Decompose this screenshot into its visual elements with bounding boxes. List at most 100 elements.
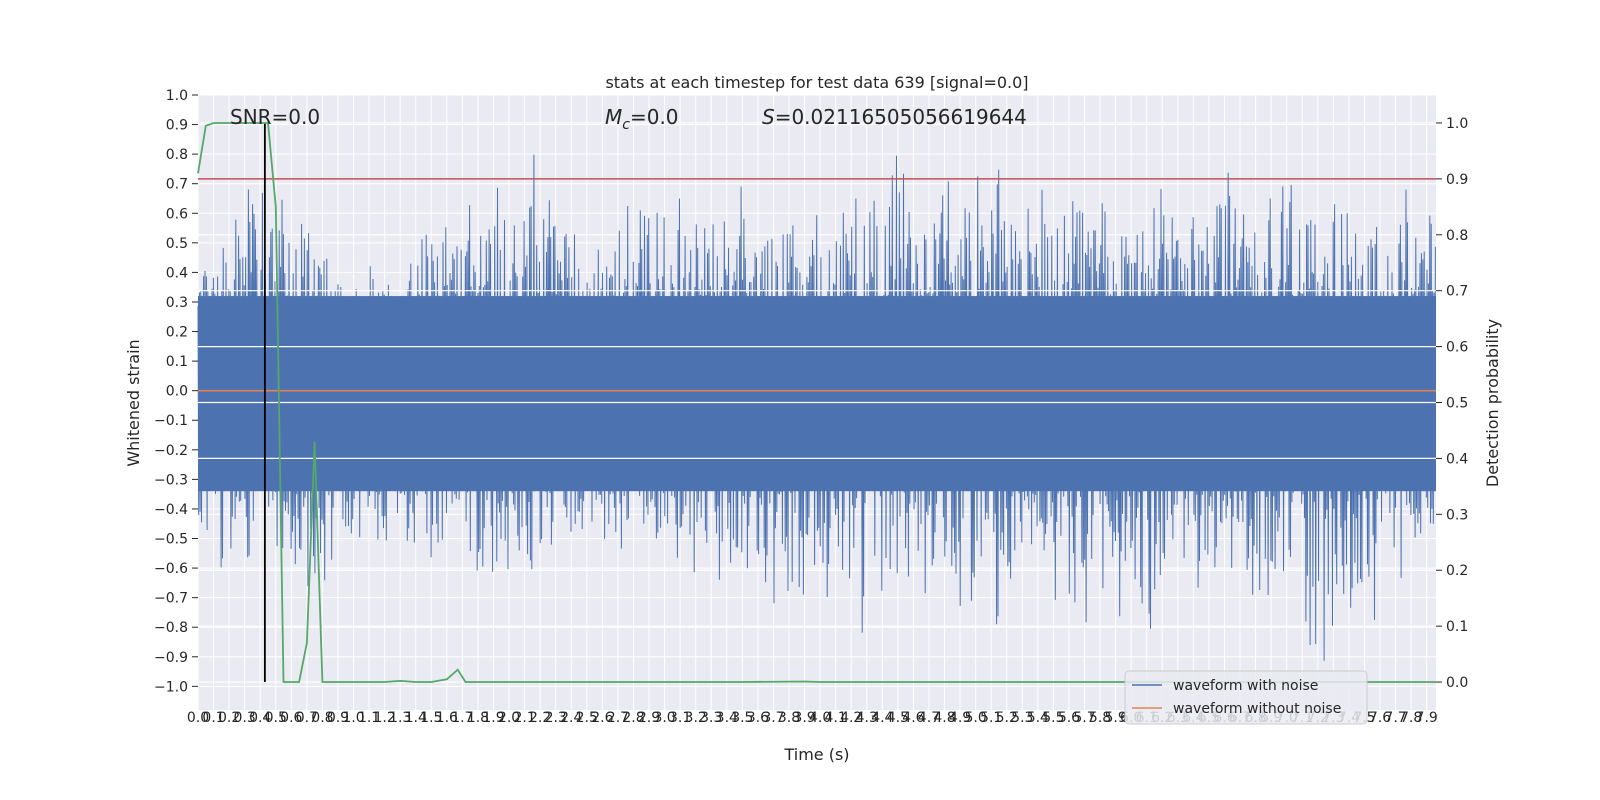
x-tick-label: 1.3 [389, 710, 411, 726]
x-tick-label: 4.3 [856, 710, 878, 726]
x-tick-label: 0.9 [327, 710, 349, 726]
x-tick-label: 4.4 [871, 710, 893, 726]
s-symbol: S [762, 105, 775, 129]
y-tick-label: 0.2 [166, 325, 188, 341]
x-tick-label: 4.6 [902, 710, 924, 726]
y-tick-label: 0.4 [166, 265, 188, 281]
x-tick-label: 4.1 [825, 710, 847, 726]
x-tick-label: 0.2 [218, 710, 240, 726]
x-tick-label: 0.4 [249, 710, 271, 726]
x-tick-label: 1.6 [436, 710, 458, 726]
x-tick-label: 3.3 [700, 710, 722, 726]
mc-annotation: Mc=0.0 [605, 105, 679, 133]
y2-tick-label: 0.1 [1446, 619, 1468, 635]
y-tick-label: 0.6 [166, 206, 188, 222]
y-tick-label: −0.1 [154, 413, 188, 429]
x-tick-label: 0.1 [202, 710, 224, 726]
y2-tick-label: 0.8 [1446, 228, 1468, 244]
y-tick-label: −0.7 [154, 591, 188, 607]
y2-tick-label: 0.4 [1446, 451, 1468, 467]
noise-waveform-path [197, 154, 1436, 661]
x-tick-label: 4.8 [933, 710, 955, 726]
y2-tick-label: 0.3 [1446, 507, 1468, 523]
y2-tick-label: 0.0 [1446, 675, 1468, 691]
x-tick-label: 1.0 [342, 710, 364, 726]
y-tick-label: −0.9 [154, 650, 188, 666]
x-tick-label: 5.3 [1011, 710, 1033, 726]
x-tick-label: 7.6 [1369, 710, 1391, 726]
y-tick-label: −1.0 [154, 679, 188, 695]
x-tick-label: 5.9 [1104, 710, 1126, 726]
y-tick-label: −0.4 [154, 502, 188, 518]
x-tick-label: 0.3 [234, 710, 256, 726]
mc-symbol: M [605, 105, 622, 129]
x-tick-label: 5.5 [1042, 710, 1064, 726]
y-tick-label: 0.7 [166, 177, 188, 193]
x-tick-label: 4.9 [949, 710, 971, 726]
x-tick-label: 3.1 [669, 710, 691, 726]
x-tick-label: 7.9 [1416, 710, 1438, 726]
x-tick-label: 0.6 [280, 710, 302, 726]
x-tick-label: 5.7 [1073, 710, 1095, 726]
x-tick-label: 4.7 [918, 710, 940, 726]
x-tick-label: 4.5 [887, 710, 909, 726]
y-tick-label: −0.6 [154, 561, 188, 577]
y2-tick-label: 0.6 [1446, 340, 1468, 356]
legend: waveform with noise waveform without noi… [1124, 670, 1368, 725]
chart-title: stats at each timestep for test data 639… [605, 73, 1028, 92]
y-tick-label: −0.8 [154, 620, 188, 636]
y2-axis-label: Detection probability [1483, 319, 1502, 487]
y-axis-label: Whitened strain [124, 339, 143, 466]
x-tick-label: 1.1 [358, 710, 380, 726]
y2-tick-labels: 1.0 0.9 0.8 0.7 0.6 0.5 0.4 0.3 0.2 0.1 0.0 [1436, 116, 1468, 691]
x-tick-label: 2.5 [576, 710, 598, 726]
legend-box [1124, 670, 1368, 725]
x-tick-label: 1.8 [467, 710, 489, 726]
y2-tick-label: 0.9 [1446, 172, 1468, 188]
legend-label-clean: waveform without noise [1173, 701, 1341, 717]
mc-value: =0.0 [630, 105, 679, 129]
series-detection-probability [197, 122, 1436, 683]
mc-subscript: c [622, 117, 630, 133]
y-tick-label: 0.1 [166, 354, 188, 370]
x-tick-label: 3.0 [653, 710, 675, 726]
y-tick-labels: 1.0 0.9 0.8 0.7 0.6 0.5 0.4 0.3 0.2 0.1 0.0 −0.1 −0.… [154, 88, 198, 695]
x-tick-label: 2.8 [622, 710, 644, 726]
x-tick-label: 5.1 [980, 710, 1002, 726]
series-waveform-with-noise [197, 154, 1436, 661]
x-tick-label: 3.4 [716, 710, 738, 726]
x-tick-label: 3.2 [685, 710, 707, 726]
x-tick-label: 2.0 [498, 710, 520, 726]
x-tick-label: 5.8 [1089, 710, 1111, 726]
x-tick-label: 5.0 [965, 710, 987, 726]
x-tick-label: 5.2 [996, 710, 1018, 726]
snr-annotation: SNR=0.0 [230, 105, 320, 129]
x-tick-label: 0.0 [187, 710, 209, 726]
x-tick-label: 5.4 [1027, 710, 1049, 726]
x-tick-label: 3.9 [793, 710, 815, 726]
x-tick-label: 5.6 [1058, 710, 1080, 726]
x-tick-label: 2.1 [513, 710, 535, 726]
y-tick-label: 0.0 [166, 384, 188, 400]
x-axis-label: Time (s) [783, 745, 849, 764]
y-tick-label: −0.5 [154, 532, 188, 548]
x-tick-label: 3.6 [747, 710, 769, 726]
x-tick-label: 1.9 [482, 710, 504, 726]
x-tick-label: 2.9 [638, 710, 660, 726]
x-tick-label: 0.5 [265, 710, 287, 726]
x-tick-label: 3.7 [762, 710, 784, 726]
x-tick-label: 0.8 [311, 710, 333, 726]
y-tick-label: 0.8 [166, 147, 188, 163]
x-tick-label: 1.5 [420, 710, 442, 726]
x-tick-label: 1.7 [451, 710, 473, 726]
y2-tick-label: 0.5 [1446, 396, 1468, 412]
x-tick-label: 4.0 [809, 710, 831, 726]
y2-tick-label: 0.2 [1446, 563, 1468, 579]
s-annotation: S=0.02116505056619644 [762, 105, 1027, 129]
x-tick-label: 2.2 [529, 710, 551, 726]
x-tick-label: 7.8 [1400, 710, 1422, 726]
legend-label-noise: waveform with noise [1173, 678, 1318, 694]
x-tick-label: 7.7 [1384, 710, 1406, 726]
series-lines [197, 122, 1436, 683]
